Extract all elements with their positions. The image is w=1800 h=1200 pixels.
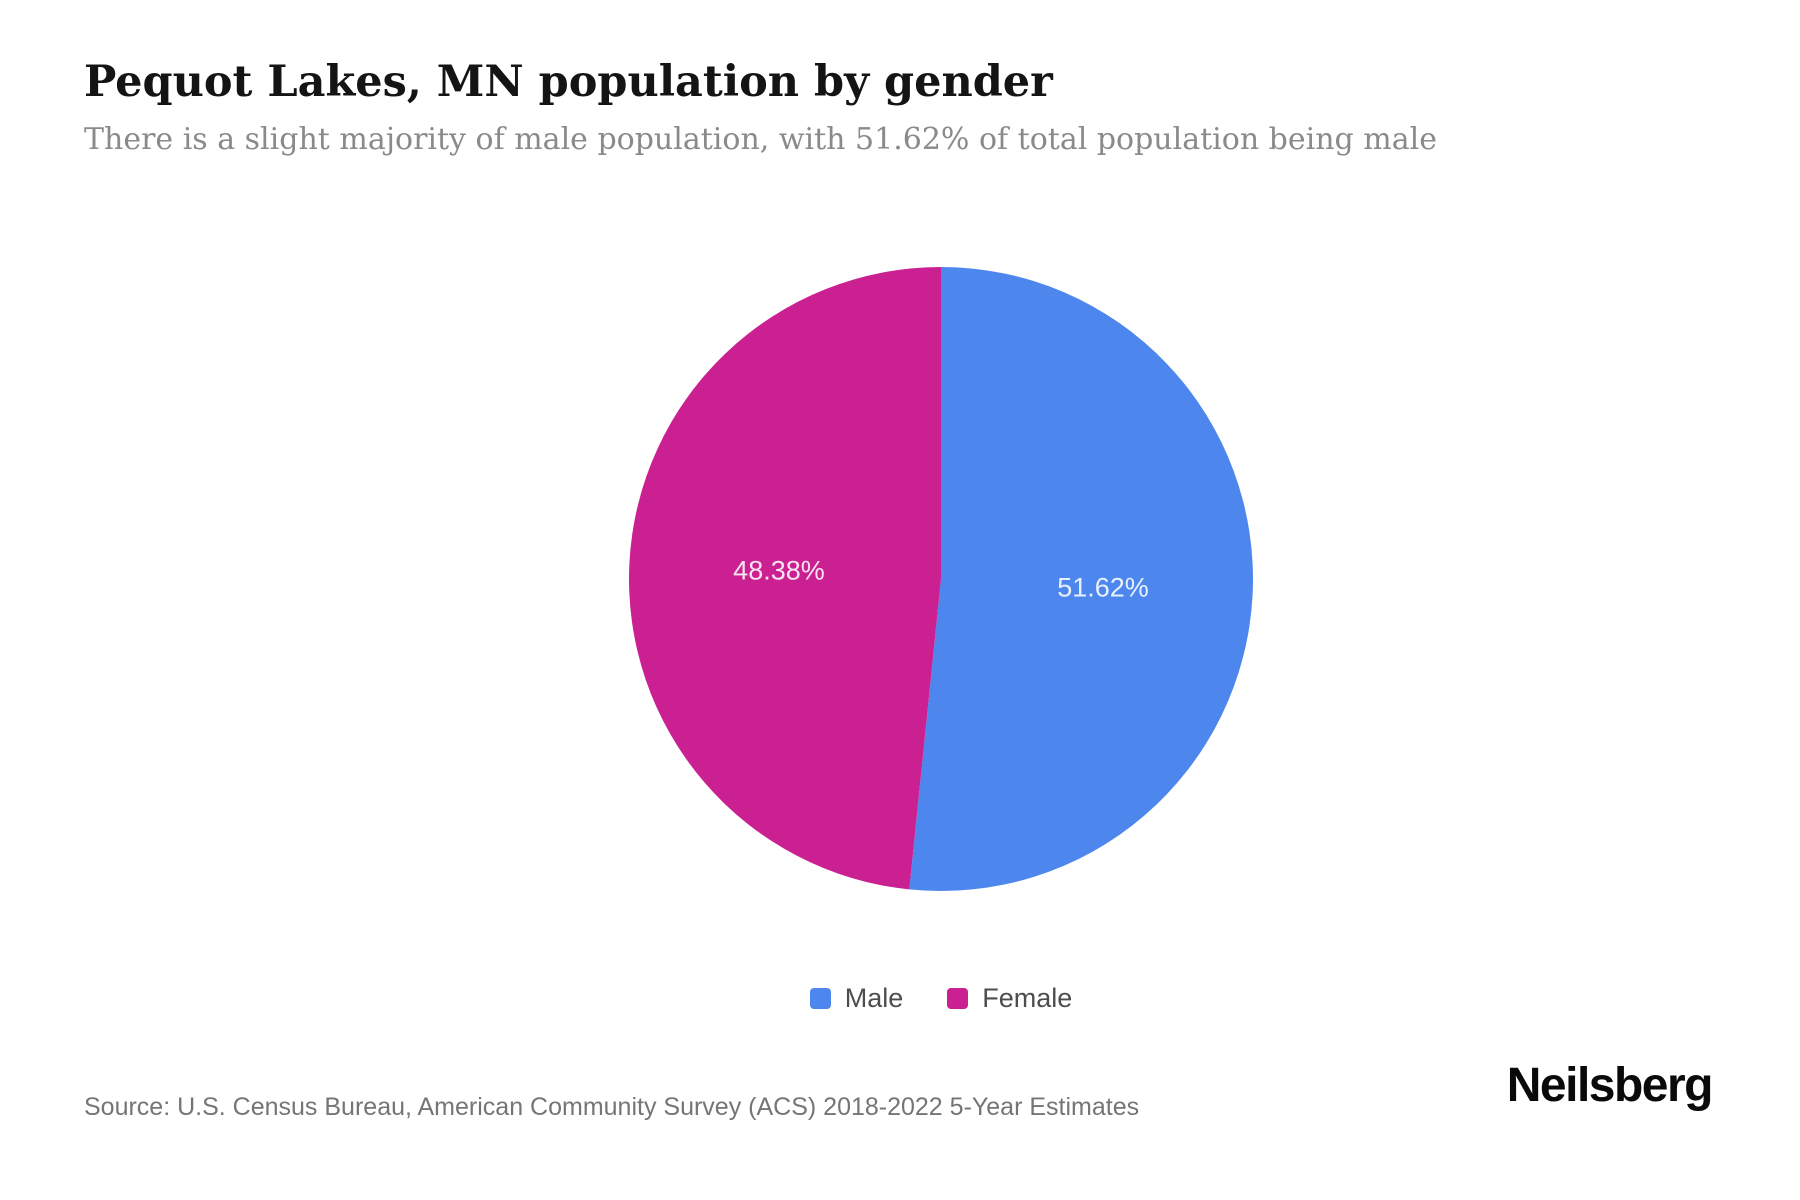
pie-chart-svg: 51.62% 48.38% (629, 267, 1253, 891)
legend-item-male[interactable]: Male (809, 983, 904, 1014)
pie-slice-label-male: 51.62% (1057, 572, 1149, 602)
source-note: Source: U.S. Census Bureau, American Com… (84, 1093, 1140, 1121)
pie-chart: 51.62% 48.38% (629, 267, 1253, 891)
pie-slice-female[interactable] (629, 267, 941, 890)
legend-swatch-female (947, 988, 969, 1009)
chart-subtitle: There is a slight majority of male popul… (84, 122, 1437, 157)
pie-slice-label-female: 48.38% (733, 556, 825, 586)
legend-item-female[interactable]: Female (947, 983, 1072, 1014)
legend-label-male: Male (844, 983, 904, 1013)
chart-title: Pequot Lakes, MN population by gender (84, 57, 1053, 107)
pie-slice-male[interactable] (909, 267, 1253, 891)
chart-legend: Male Female (629, 983, 1253, 1014)
legend-label-female: Female (982, 983, 1073, 1013)
legend-swatch-male (809, 988, 831, 1009)
brand-logo: Neilsberg (1506, 1059, 1714, 1112)
